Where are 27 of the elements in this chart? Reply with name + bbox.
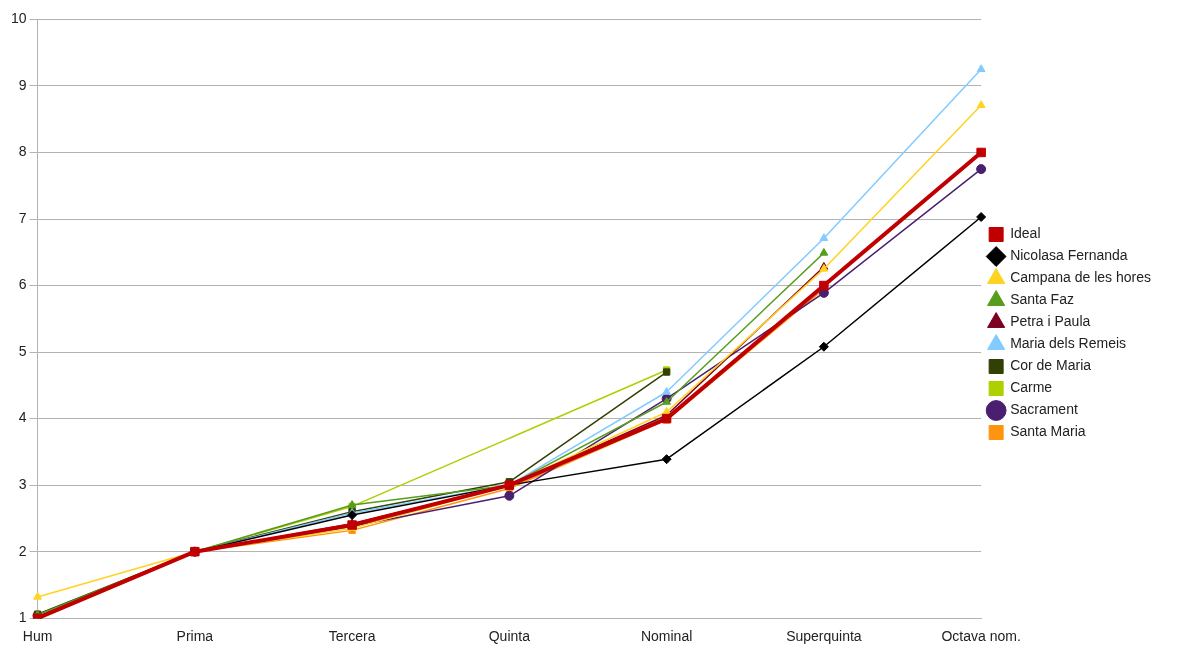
x-tick-label: Prima [176,628,214,645]
y-tick-label: 3 [18,475,27,492]
y-tick-label: 9 [18,76,27,93]
y-tick-label: 10 [10,10,27,27]
legend-label: Cor de Maria [1010,357,1092,374]
x-tick-label: Octava nom. [941,628,1021,645]
legend-label: Campana de les hores [1010,269,1152,286]
legend-label: Carme [1010,379,1053,396]
legend-label: Nicolasa Fernanda [1010,247,1128,264]
y-tick-label: 8 [18,143,27,160]
x-tick-label: Superquinta [786,628,862,645]
y-tick-label: 6 [18,276,27,293]
y-tick-label: 1 [18,609,27,626]
legend-label: Sacrament [1010,401,1078,418]
legend-label: Santa Faz [1010,291,1074,308]
legend-label: Santa Maria [1010,423,1086,440]
x-tick-label: Nominal [640,628,693,645]
legend-label: Ideal [1010,225,1041,242]
legend-label: Maria dels Remeis [1010,335,1127,352]
y-tick-label: 2 [18,542,27,559]
y-tick-label: 4 [18,409,27,426]
x-tick-label: Tercera [328,628,376,645]
legend-label: Petra i Paula [1010,313,1091,330]
y-tick-label: 7 [18,209,27,226]
y-tick-label: 5 [18,342,27,359]
x-tick-label: Hum [22,628,53,645]
x-tick-label: Quinta [488,628,531,645]
